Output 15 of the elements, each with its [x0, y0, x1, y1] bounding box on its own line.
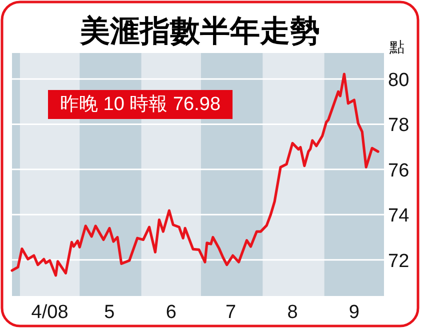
- y-tick-label: 76: [388, 160, 410, 182]
- x-tick-label: 6: [166, 302, 176, 323]
- y-tick-label: 72: [388, 250, 410, 272]
- annotation: 昨晚 10 時報 76.98: [60, 94, 221, 115]
- x-tick-label: 9: [348, 302, 360, 323]
- y-tick-label: 74: [388, 206, 410, 227]
- x-tick-label: 7: [226, 302, 236, 323]
- x-tick-label: 8: [287, 302, 298, 323]
- y-tick-label: 80: [388, 70, 410, 91]
- y-tick-label: 78: [388, 115, 410, 136]
- chart-title: 美滙指數半年走勢: [79, 14, 320, 48]
- line-series: [10, 72, 380, 277]
- y-axis-title: 點: [388, 39, 404, 56]
- x-tick-label: 4/08: [31, 302, 68, 323]
- x-tick-label: 5: [104, 302, 115, 323]
